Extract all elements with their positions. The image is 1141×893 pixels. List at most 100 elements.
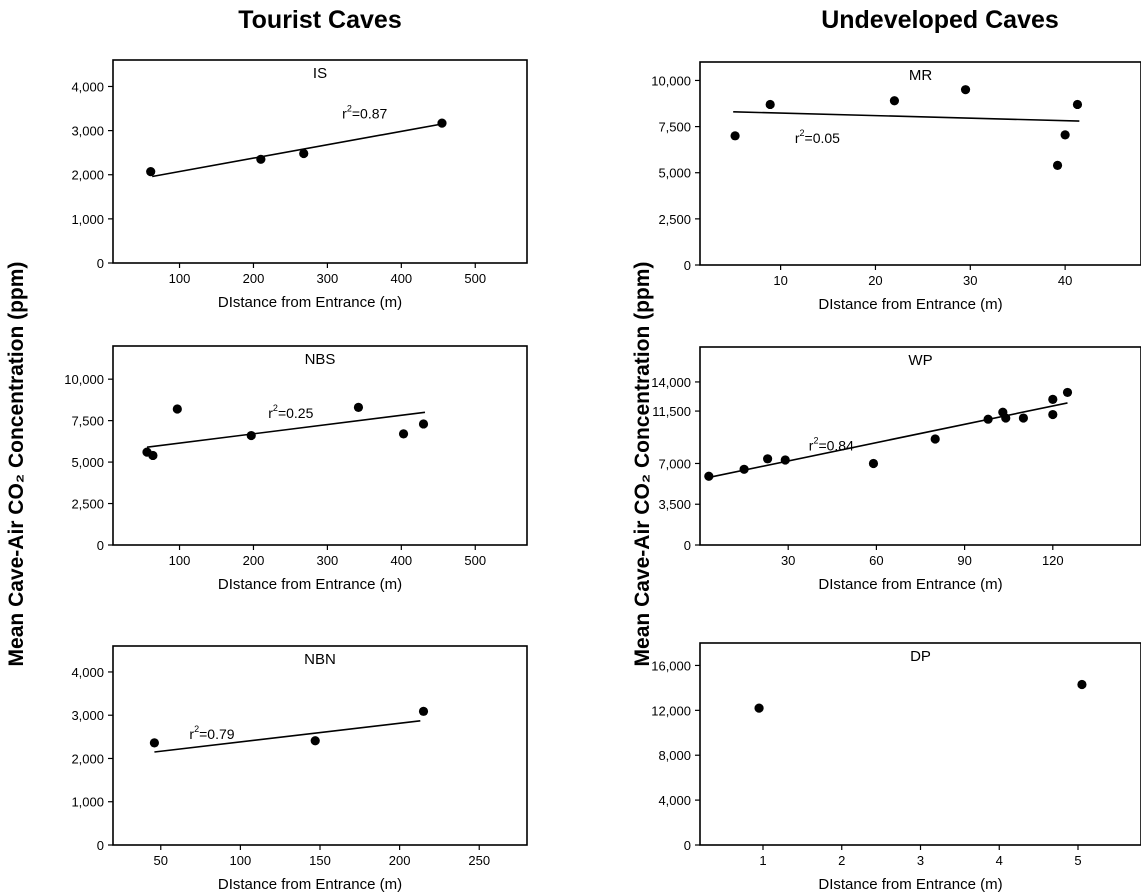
data-point [172, 404, 182, 414]
data-point [1072, 99, 1083, 110]
x-tick-label: 1 [759, 853, 766, 868]
data-point [983, 414, 993, 424]
data-point [1062, 387, 1073, 398]
regression-line [146, 411, 426, 448]
data-point [148, 450, 158, 461]
data-point [299, 148, 309, 159]
y-tick-label: 3,500 [658, 497, 691, 512]
chart-title: NBS [305, 351, 336, 368]
r-squared-annotation: r2=0.87 [342, 103, 387, 121]
y-tick-label: 0 [684, 838, 691, 853]
r-exponent: 2 [813, 436, 818, 446]
data-point [730, 131, 740, 141]
data-point [1018, 413, 1028, 423]
x-tick-label: 150 [309, 853, 331, 868]
x-tick-label: 100 [169, 271, 191, 286]
chart-title: MR [909, 67, 932, 84]
data-point [704, 471, 714, 481]
data-point [1060, 130, 1070, 140]
chart-is: IS 100 200 300 400 500 0 1,000 2,000 3,000 4,000 DI… [71, 59, 528, 311]
y-tick-label: 8,000 [658, 748, 691, 763]
x-tick-label: 50 [154, 853, 168, 868]
data-point [1077, 679, 1087, 690]
y-tick-label: 2,000 [71, 751, 104, 766]
x-tick-label: 400 [390, 271, 412, 286]
y-tick-label: 16,000 [651, 658, 691, 673]
data-point [1001, 413, 1011, 423]
data-point [960, 85, 971, 95]
r-exponent: 2 [273, 403, 278, 413]
x-tick-label: 100 [230, 853, 252, 868]
y-tick-label: 3,000 [71, 124, 104, 139]
data-point [739, 464, 749, 474]
x-axis-label: DIstance from Entrance (m) [818, 296, 1002, 313]
x-tick-label: 3 [917, 853, 924, 868]
x-tick-label: 250 [468, 853, 490, 868]
plot-frame [699, 346, 1141, 546]
data-point [246, 430, 256, 441]
x-tick-label: 400 [390, 553, 412, 568]
y-tick-label: 2,500 [658, 212, 691, 227]
data-point [437, 118, 447, 128]
r-exponent: 2 [800, 128, 805, 138]
y-tick-label: 10,000 [651, 73, 691, 88]
x-tick-label: 40 [1058, 273, 1072, 288]
regression-line [152, 123, 443, 178]
r-symbol: r [189, 726, 194, 742]
y-tick-label: 4,000 [71, 665, 104, 680]
x-tick-label: 2 [838, 853, 845, 868]
x-tick-label: 200 [389, 853, 411, 868]
x-tick-label: 90 [957, 553, 971, 568]
r-squared-annotation: r2=0.79 [189, 724, 234, 742]
x-tick-label: 120 [1042, 553, 1064, 568]
r-squared-annotation: r2=0.25 [268, 403, 313, 421]
x-tick-label: 300 [317, 553, 339, 568]
x-tick-label: 200 [243, 553, 265, 568]
data-point [754, 703, 764, 713]
y-tick-label: 0 [97, 256, 104, 271]
y-tick-label: 7,500 [658, 120, 691, 135]
r-symbol: r [342, 105, 347, 121]
chart-title: WP [908, 352, 932, 369]
plot-frame [699, 61, 1141, 266]
data-point [398, 429, 409, 439]
y-tick-label: 0 [97, 538, 104, 553]
x-axis-label: DIstance from Entrance (m) [818, 876, 1002, 893]
plot-frame [112, 59, 528, 264]
x-tick-label: 100 [169, 553, 191, 568]
regression-line [154, 720, 421, 753]
y-tick-label: 10,000 [64, 372, 104, 387]
y-tick-label: 12,000 [651, 703, 691, 718]
x-axis-label: DIstance from Entrance (m) [218, 294, 402, 311]
x-axis-label: DIstance from Entrance (m) [218, 876, 402, 893]
x-tick-label: 20 [868, 273, 882, 288]
chart-nbn: NBN 50 100 150 200 250 0 1,000 2,000 3,000 4,000 DI… [71, 645, 528, 893]
plot-frame [112, 645, 528, 846]
x-tick-label: 300 [317, 271, 339, 286]
undeveloped-caves-title: Undeveloped Caves [821, 6, 1059, 34]
r-value: =0.25 [278, 405, 314, 421]
y-tick-label: 0 [684, 258, 691, 273]
y-tick-label: 5,000 [658, 166, 691, 181]
plot-frame [699, 642, 1141, 846]
y-tick-label: 4,000 [71, 79, 104, 94]
y-tick-label: 7,500 [71, 414, 104, 429]
data-point [1048, 394, 1058, 405]
r-squared-annotation: r2=0.84 [809, 436, 854, 454]
x-tick-label: 60 [869, 553, 883, 568]
y-tick-label: 5,000 [71, 455, 104, 470]
regression-line [708, 402, 1068, 479]
y-tick-label: 14,000 [651, 375, 691, 390]
x-tick-label: 4 [996, 853, 1003, 868]
x-tick-label: 5 [1074, 853, 1081, 868]
regression-line [733, 111, 1080, 122]
data-point [146, 167, 156, 177]
x-tick-label: 500 [464, 553, 486, 568]
chart-mr: MR 10 20 30 40 0 2,500 5,000 7,500 10,000 DIstance… [651, 61, 1141, 313]
y-tick-label: 4,000 [658, 793, 691, 808]
chart-title: NBN [304, 651, 336, 668]
r-value: =0.87 [352, 105, 388, 121]
data-point [889, 96, 900, 106]
y-tick-label: 0 [684, 538, 691, 553]
data-point [418, 706, 429, 716]
